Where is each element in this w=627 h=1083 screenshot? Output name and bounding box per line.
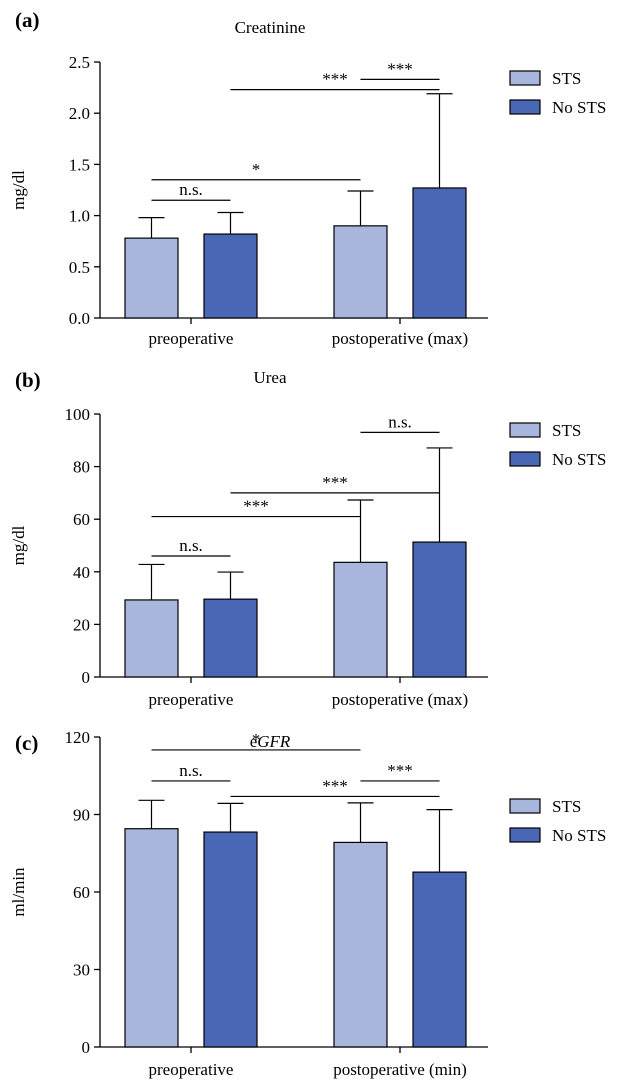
y-tick-label: 40 [73,563,90,582]
bar-sts-1 [124,599,179,678]
legend-swatch [509,422,541,438]
significance-label: *** [322,473,348,492]
bar-sts-2 [333,841,388,1048]
y-tick-label: 100 [65,405,91,424]
bar-no-sts-1 [203,233,258,319]
legend-swatch [509,99,541,115]
bar-no-sts-2 [412,871,467,1048]
legend-label: STS [552,797,581,816]
significance-label: n.s. [179,536,203,555]
significance-label: *** [243,497,269,516]
significance-label: *** [387,761,413,780]
legend-swatch [509,451,541,467]
bar-sts-2 [333,561,388,678]
significance-label: * [252,160,261,179]
y-tick-label: 60 [73,883,90,902]
y-tick-label: 80 [73,458,90,477]
x-tick-label: preoperative [149,690,234,709]
bar-no-sts-1 [203,831,258,1048]
y-tick-label: 0.5 [69,258,90,277]
bar-sts-1 [124,828,179,1048]
x-tick-label: postoperative (max) [332,329,468,348]
legend-label: STS [552,69,581,88]
y-tick-label: 1.0 [69,207,90,226]
legend-swatch [509,827,541,843]
panel-label: (c) [15,731,38,755]
significance-label: * [252,730,261,749]
x-tick-label: preoperative [149,329,234,348]
bar-sts-2 [333,225,388,319]
bar-sts-1 [124,237,179,319]
y-tick-label: 0 [82,1038,91,1057]
y-axis-label: mg/dl [9,525,28,565]
y-tick-label: 2.0 [69,104,90,123]
significance-label: *** [322,776,348,795]
legend-label: No STS [552,826,606,845]
significance-label: n.s. [179,180,203,199]
y-tick-label: 0 [82,668,91,687]
y-tick-label: 90 [73,806,90,825]
chart-title: Creatinine [235,18,306,37]
chart-panel-2: (b) Urea mg/dl 0 20 40 60 80 100 preoperative post… [9,368,606,709]
legend-label: No STS [552,98,606,117]
y-axis-label: mg/dl [9,170,28,210]
legend-swatch [509,70,541,86]
legend-swatch [509,798,541,814]
y-axis-label: ml/min [9,867,28,917]
y-tick-label: 20 [73,615,90,634]
x-tick-label: preoperative [149,1060,234,1079]
chart-title-main: GFR [257,732,291,751]
significance-label: *** [322,70,348,89]
legend-label: STS [552,421,581,440]
chart-panel-1: (a) Creatinine mg/dl 0.0 0.5 1.0 1.5 2.0 2.5 preo… [9,8,606,348]
y-tick-label: 0.0 [69,309,90,328]
y-tick-label: 120 [65,728,91,747]
bar-no-sts-1 [203,598,258,678]
bar-no-sts-2 [412,187,467,319]
significance-label: n.s. [388,412,412,431]
chart-title: eGFR [250,732,291,751]
chart-title-prefix: e [250,732,258,751]
panel-label: (b) [15,368,41,392]
bar-no-sts-2 [412,541,467,678]
chart-title: Urea [253,368,286,387]
chart-panel-3: (c) eGFR ml/min 0 30 60 90 120 preoperative posto… [9,728,606,1079]
x-tick-label: postoperative (max) [332,690,468,709]
y-tick-label: 60 [73,510,90,529]
x-tick-label: postoperative (min) [333,1060,467,1079]
y-tick-label: 30 [73,961,90,980]
significance-label: *** [387,59,413,78]
significance-label: n.s. [179,761,203,780]
legend-label: No STS [552,450,606,469]
y-tick-label: 2.5 [69,53,90,72]
y-tick-label: 1.5 [69,155,90,174]
panel-label: (a) [15,8,40,32]
